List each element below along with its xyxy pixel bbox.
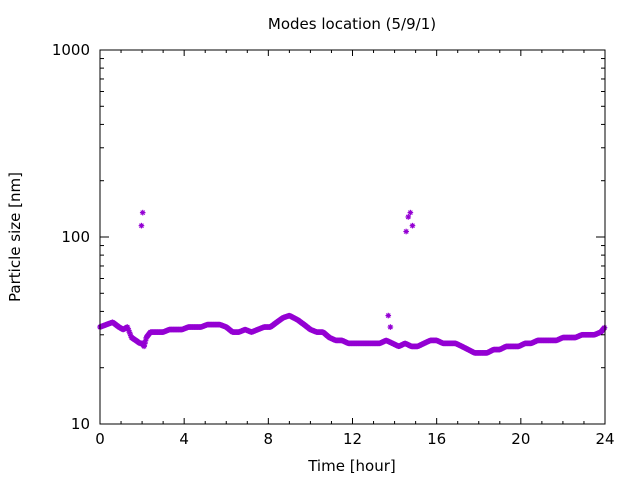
y-tick-label: 10 [71, 415, 90, 433]
y-tick-label: 100 [61, 228, 90, 246]
data-point [409, 222, 416, 229]
data-point [601, 324, 608, 331]
data-point [387, 324, 394, 330]
axis-ticks: 0 4 8 12 16 20 24 10 100 1000 [52, 41, 615, 448]
data-point [403, 228, 409, 235]
data-point [405, 214, 412, 220]
y-axis-label: Particle size [nm] [6, 172, 24, 302]
x-tick-label: 4 [179, 430, 189, 448]
x-tick-label: 12 [343, 430, 362, 448]
chart-title: Modes location (5/9/1) [268, 15, 436, 33]
x-tick-label: 24 [595, 430, 614, 448]
x-tick-label: 8 [264, 430, 274, 448]
x-tick-label: 16 [427, 430, 446, 448]
data-point [138, 222, 145, 229]
data-points [97, 209, 608, 356]
plot-frame [99, 49, 606, 425]
data-point [385, 312, 392, 319]
x-tick-label: 20 [511, 430, 530, 448]
x-axis-label: Time [hour] [307, 457, 396, 475]
y-tick-label: 1000 [52, 41, 90, 59]
data-point [407, 209, 414, 216]
data-point [139, 209, 146, 216]
x-tick-label: 0 [95, 430, 105, 448]
